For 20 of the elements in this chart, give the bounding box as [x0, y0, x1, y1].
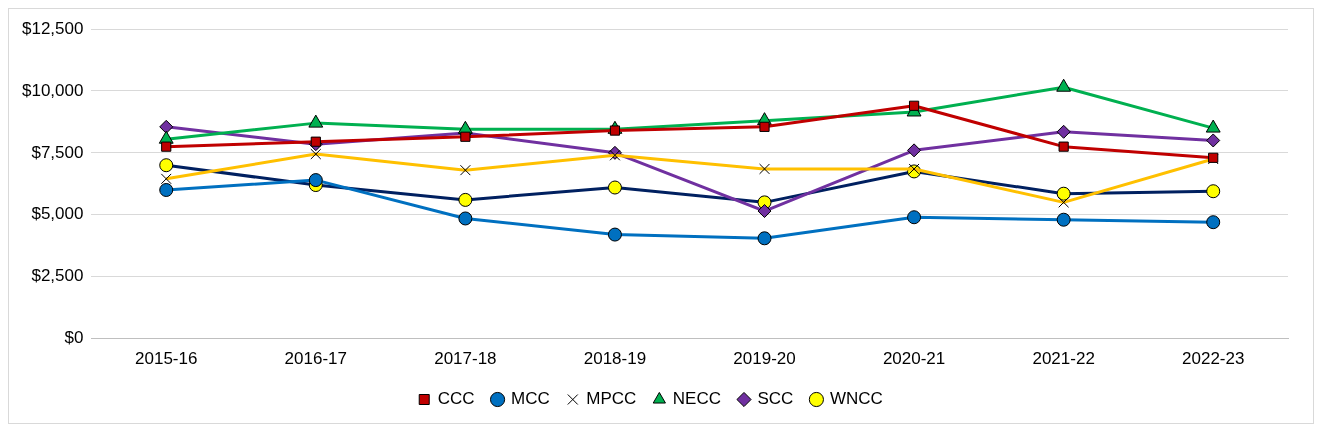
legend-label: NECC: [672, 389, 721, 409]
x-tick-label: 2022-23: [1182, 349, 1245, 369]
x-tick-label: 2019-20: [733, 349, 796, 369]
y-tick-label: $10,000: [22, 80, 84, 100]
y-tick-label: $12,500: [22, 18, 84, 38]
legend-label: MPCC: [586, 389, 637, 409]
x-tick-label: 2020-21: [882, 349, 946, 369]
y-tick-label: $7,500: [31, 142, 84, 162]
legend-label: SCC: [757, 389, 794, 409]
x-tick-label: 2018-19: [583, 349, 647, 369]
y-tick-label: $2,500: [31, 266, 84, 286]
x-tick-label: 2021-22: [1032, 349, 1095, 369]
legend-label: MCC: [511, 389, 550, 409]
legend-label: CCC: [437, 389, 475, 409]
x-tick-label: 2016-17: [284, 349, 347, 369]
x-tick-label: 2017-18: [434, 349, 497, 369]
legend-label: WNCC: [829, 389, 883, 409]
x-tick-label: 2015-16: [135, 349, 198, 369]
y-tick-label: $0: [64, 328, 84, 348]
y-tick-label: $5,000: [31, 204, 84, 224]
